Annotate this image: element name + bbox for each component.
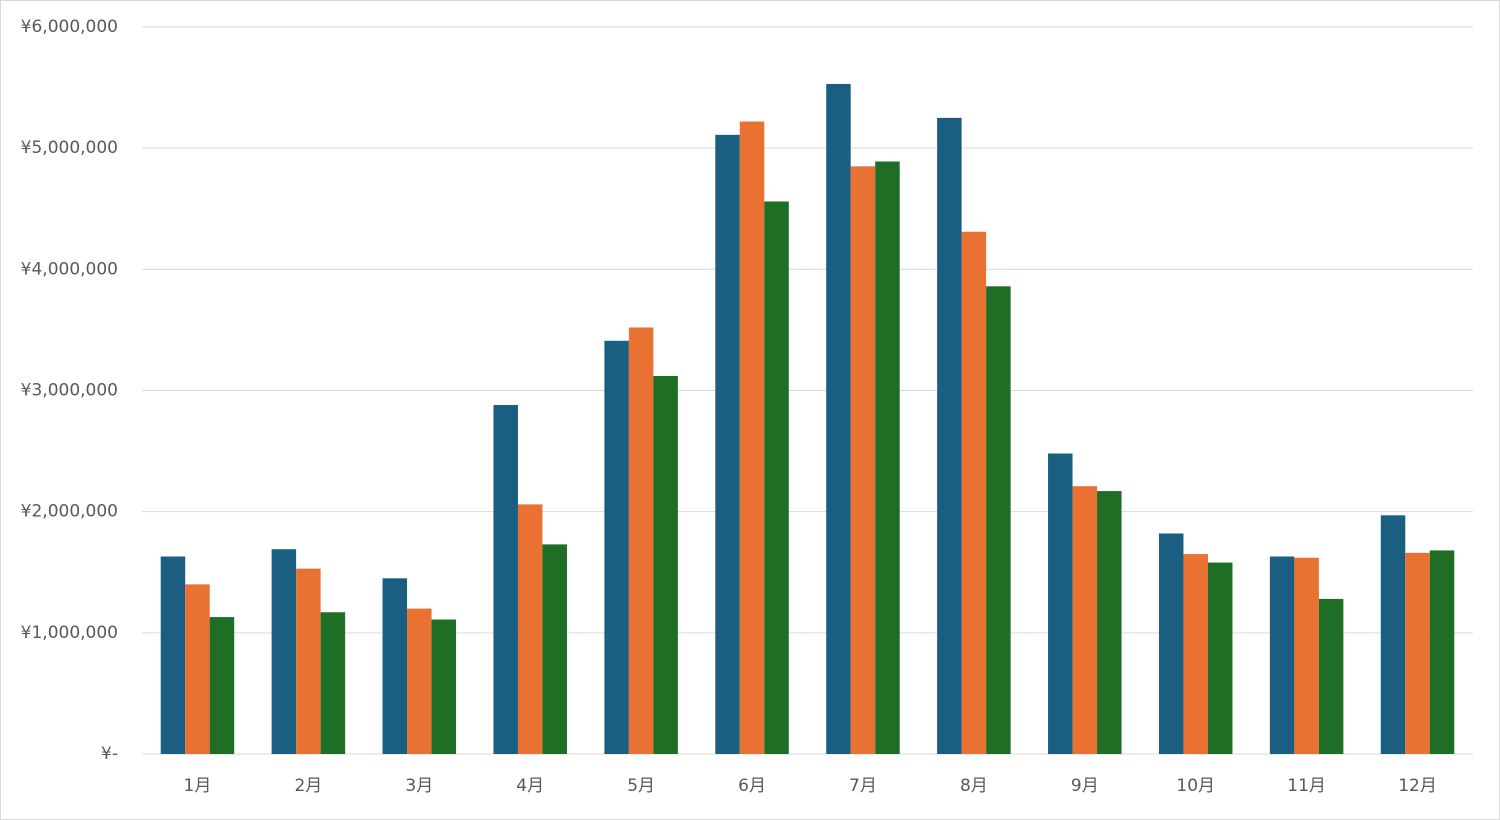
x-tick-label: 10月 xyxy=(1176,776,1215,796)
x-tick-label: 4月 xyxy=(516,776,544,796)
bar xyxy=(1072,486,1098,754)
bar xyxy=(382,578,408,754)
y-tick-label: ¥2,000,000 xyxy=(21,502,118,522)
bar xyxy=(407,608,432,754)
x-tick-label: 11月 xyxy=(1287,776,1326,796)
x-tick-label: 3月 xyxy=(405,776,433,796)
x-tick-label: 6月 xyxy=(738,776,766,796)
y-tick-label: ¥3,000,000 xyxy=(21,381,118,401)
bar xyxy=(1097,491,1122,754)
bar xyxy=(431,619,457,754)
bar xyxy=(986,286,1011,754)
y-tick-label: ¥6,000,000 xyxy=(21,17,118,37)
bar xyxy=(271,549,297,754)
bar xyxy=(628,327,654,754)
bar xyxy=(937,117,962,754)
y-tick-label: ¥5,000,000 xyxy=(21,138,118,158)
bar xyxy=(715,134,740,755)
bar xyxy=(1269,556,1295,754)
x-tick-label: 2月 xyxy=(294,776,322,796)
bar xyxy=(209,617,235,754)
bar xyxy=(160,556,186,754)
y-tick-label: ¥1,000,000 xyxy=(21,623,118,643)
y-tick-label: ¥4,000,000 xyxy=(21,259,118,279)
bar xyxy=(1294,557,1319,754)
y-tick-label: ¥- xyxy=(101,744,118,764)
bar xyxy=(493,405,518,754)
bar xyxy=(850,166,876,754)
bar xyxy=(739,121,765,754)
bar xyxy=(1048,453,1073,754)
bar xyxy=(961,231,987,754)
bar xyxy=(320,612,346,754)
bar xyxy=(653,375,678,754)
bar xyxy=(826,83,851,754)
bar xyxy=(185,584,210,754)
x-tick-label: 1月 xyxy=(184,776,212,796)
bar xyxy=(764,201,789,755)
bar xyxy=(517,504,543,754)
x-tick-label: 7月 xyxy=(849,776,877,796)
bar xyxy=(296,568,321,754)
x-tick-label: 5月 xyxy=(627,776,655,796)
bar xyxy=(542,544,567,754)
bar xyxy=(1429,550,1455,754)
bar xyxy=(1158,533,1184,754)
bar xyxy=(1405,552,1430,754)
bar xyxy=(604,340,629,754)
x-tick-label: 9月 xyxy=(1071,776,1099,796)
x-tick-label: 12月 xyxy=(1398,776,1437,796)
x-tick-label: 8月 xyxy=(960,776,988,796)
bar xyxy=(1380,515,1406,754)
bar xyxy=(1318,598,1344,754)
bar xyxy=(1183,554,1208,754)
bar xyxy=(875,161,900,754)
bar xyxy=(1207,562,1233,754)
